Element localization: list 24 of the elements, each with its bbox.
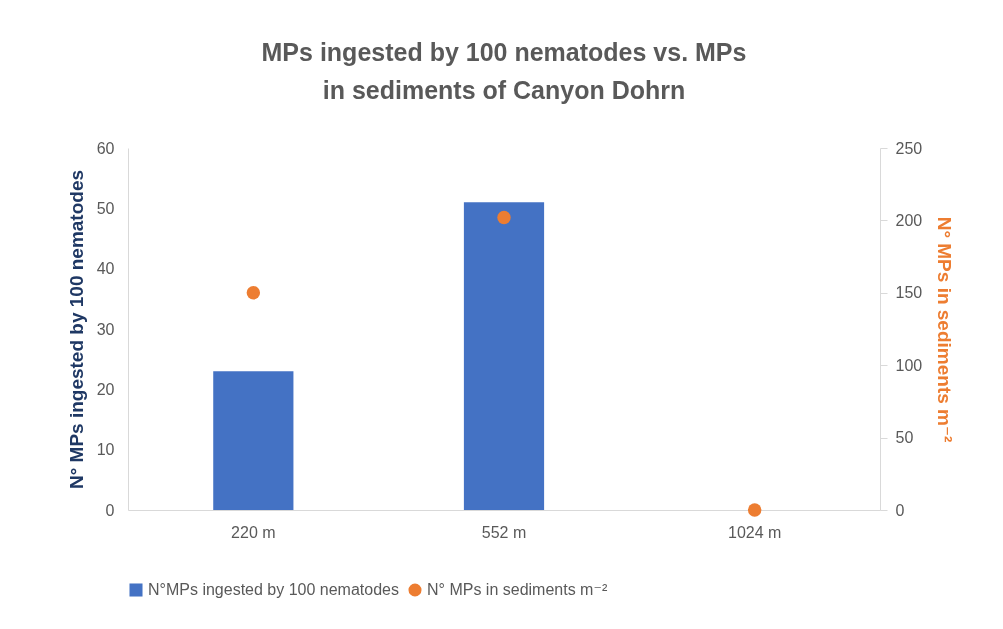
y-tick-label: 60 xyxy=(96,139,115,157)
y-tick-label: 30 xyxy=(96,320,115,338)
y2-tick-label: 250 xyxy=(895,139,923,157)
y-tick-label: 20 xyxy=(96,380,115,398)
y2-tick-label: 200 xyxy=(895,211,923,229)
y-tick-label: 10 xyxy=(96,441,115,459)
x-tick-label: 220 m xyxy=(231,523,276,541)
legend-label: N° MPs in sediments m⁻² xyxy=(427,581,608,598)
point xyxy=(246,286,261,300)
legend-label: N°MPs ingested by 100 nematodes xyxy=(148,581,399,598)
y-tick-label: 40 xyxy=(96,260,115,278)
y-axis-title: N° MPs ingested by 100 nematodes xyxy=(65,169,87,490)
y2-axis-title: N° MPs in sediments m⁻² xyxy=(934,216,956,443)
y-tick-label: 0 xyxy=(105,501,115,519)
x-tick-label: 552 m xyxy=(481,523,527,541)
y2-tick-label: 50 xyxy=(895,429,914,447)
y2-tick-label: 0 xyxy=(895,501,905,519)
y2-tick-label: 150 xyxy=(895,284,923,302)
x-tick-label: 1024 m xyxy=(727,523,782,541)
point xyxy=(497,210,511,225)
y-tick-label: 50 xyxy=(96,199,115,217)
y2-tick-label: 100 xyxy=(895,356,923,374)
chart-title: MPs ingested by 100 nematodes vs. MPs in sediments of Canyon Dohrn xyxy=(261,38,747,104)
point xyxy=(747,503,762,517)
